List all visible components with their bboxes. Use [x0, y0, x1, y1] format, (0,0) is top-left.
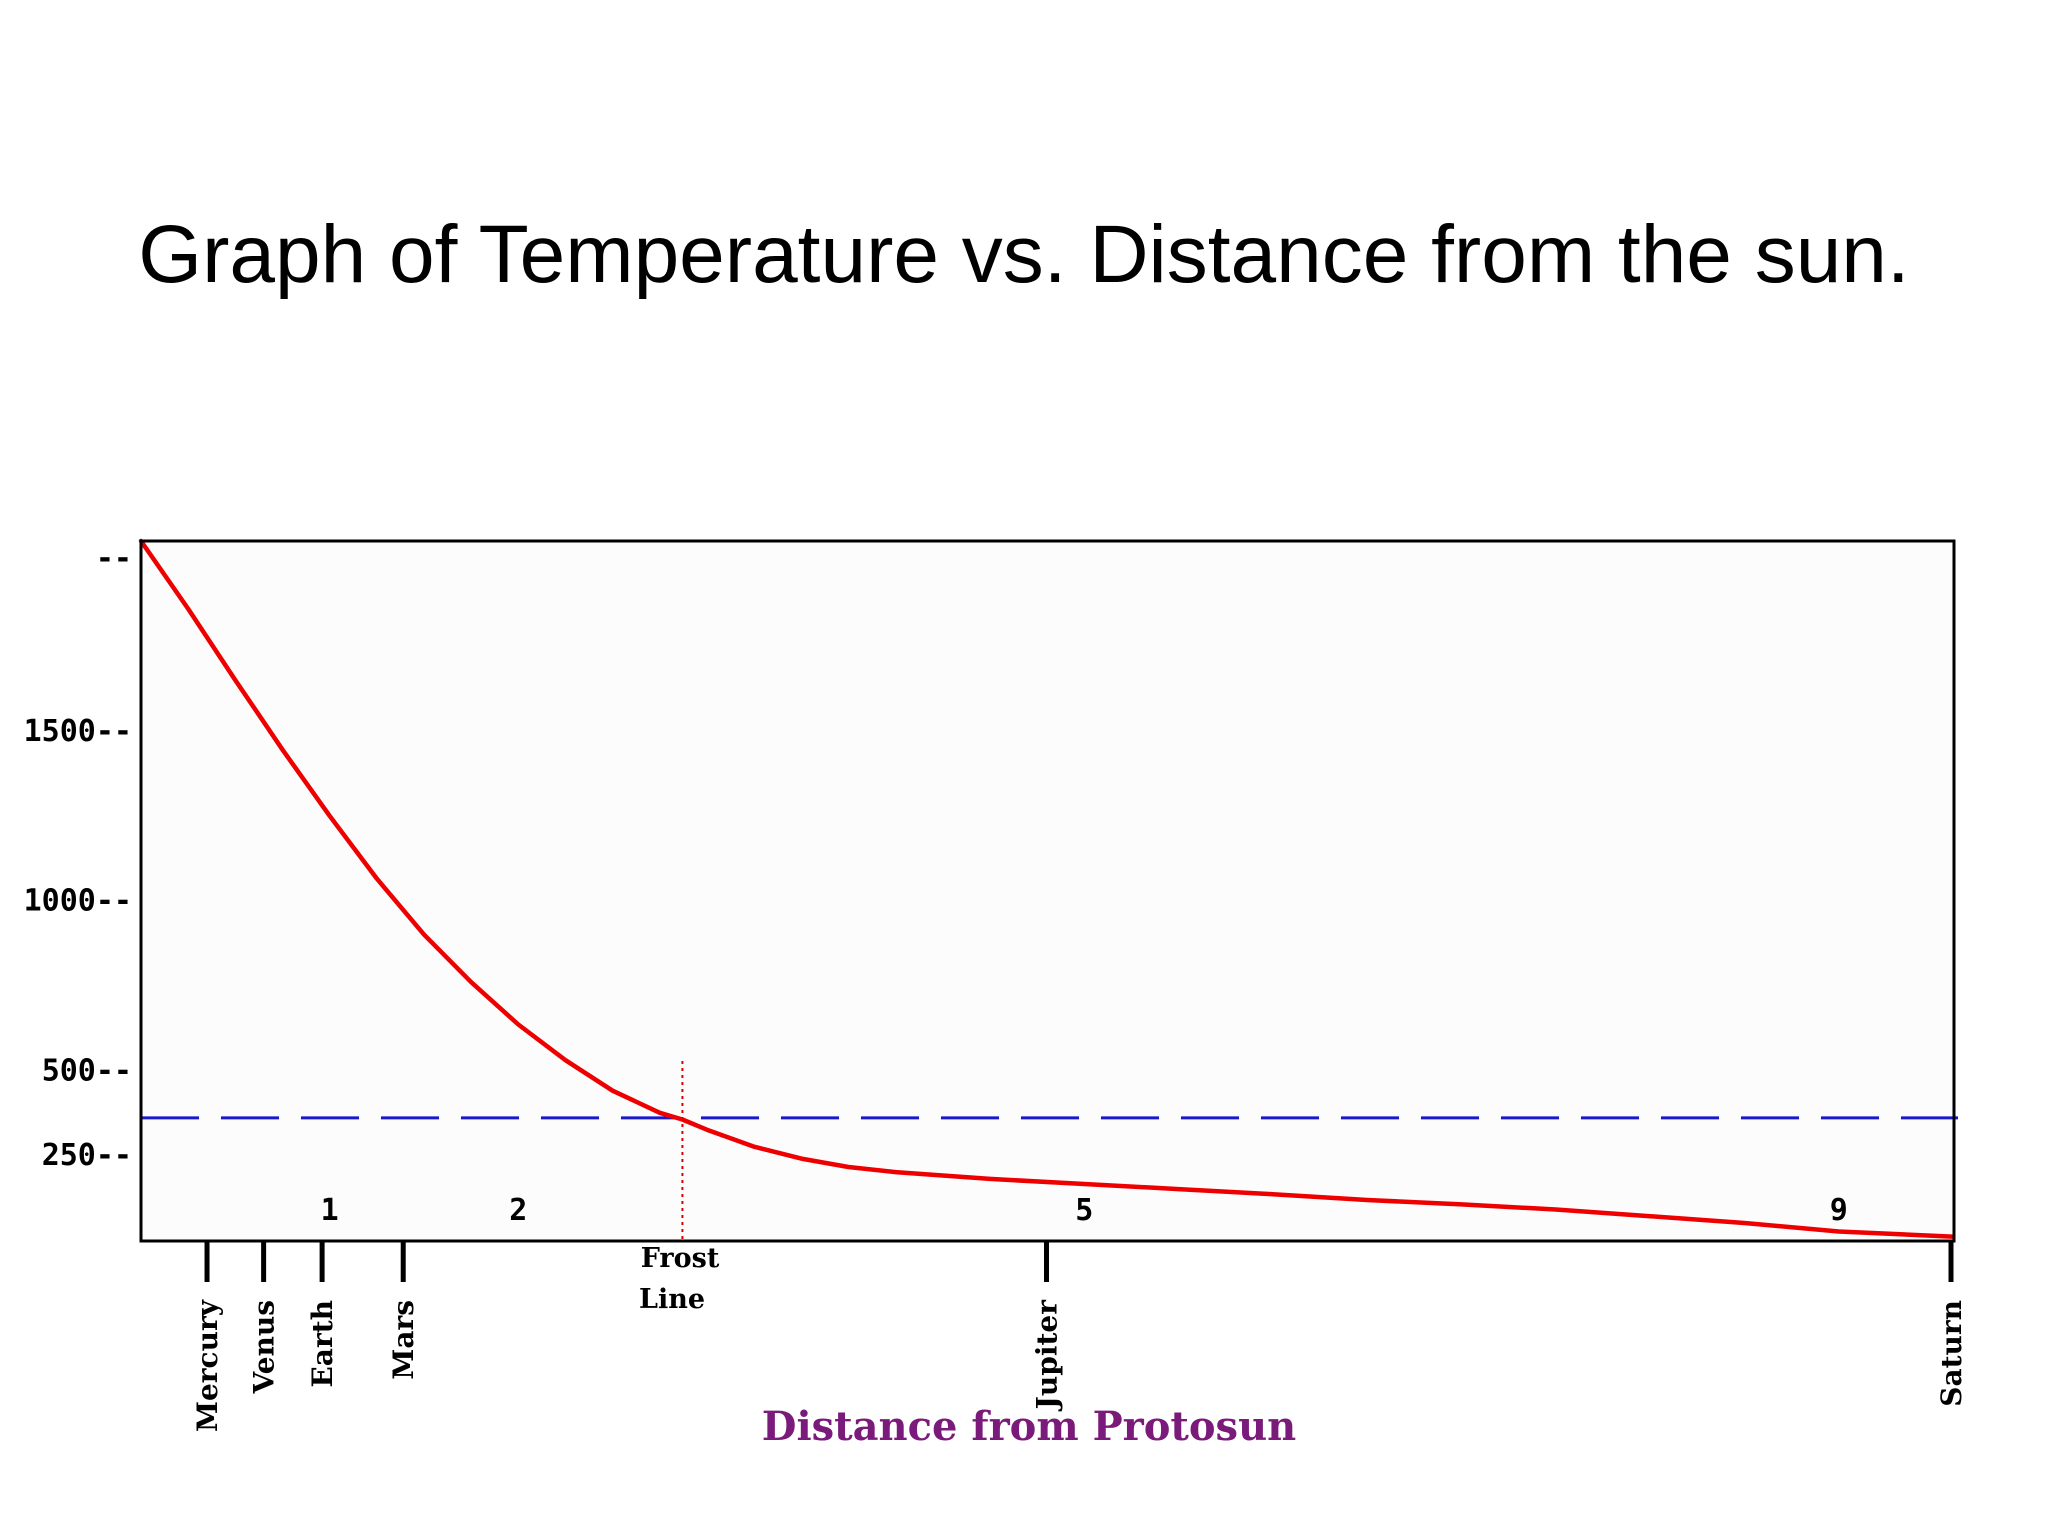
planet-label-jupiter: Jupiter [1031, 1299, 1064, 1413]
y-tick-label-3: 500-- [42, 1053, 132, 1088]
frost-line-label-line1: Frost [641, 1243, 720, 1274]
x-distance-label-2: 5 [1075, 1193, 1093, 1228]
slide-title: Graph of Temperature vs. Distance from t… [138, 209, 1910, 300]
plot-frame [139, 539, 1956, 1243]
x-distance-label-1: 2 [509, 1193, 527, 1228]
y-tick-label-1: 1500-- [24, 714, 132, 749]
y-tick-label-4: 250-- [42, 1138, 132, 1173]
y-tick-label-0: -- [96, 541, 132, 576]
planet-label-venus: Venus [248, 1300, 281, 1394]
plot-background [140, 541, 1954, 1241]
x-distance-label-3: 9 [1830, 1193, 1848, 1228]
x-distance-label-0: 1 [321, 1193, 339, 1228]
planet-label-mercury: Mercury [191, 1299, 224, 1432]
planet-label-saturn: Saturn [1935, 1300, 1968, 1407]
planet-label-earth: Earth [306, 1300, 339, 1388]
x-axis-label: Distance from Protosun [762, 1403, 1297, 1450]
frost-line-label-line2: Line [639, 1284, 705, 1315]
planet-label-mars: Mars [387, 1300, 420, 1380]
y-tick-label-2: 1000-- [24, 884, 132, 919]
temperature-curve-0 [138, 538, 1955, 1239]
